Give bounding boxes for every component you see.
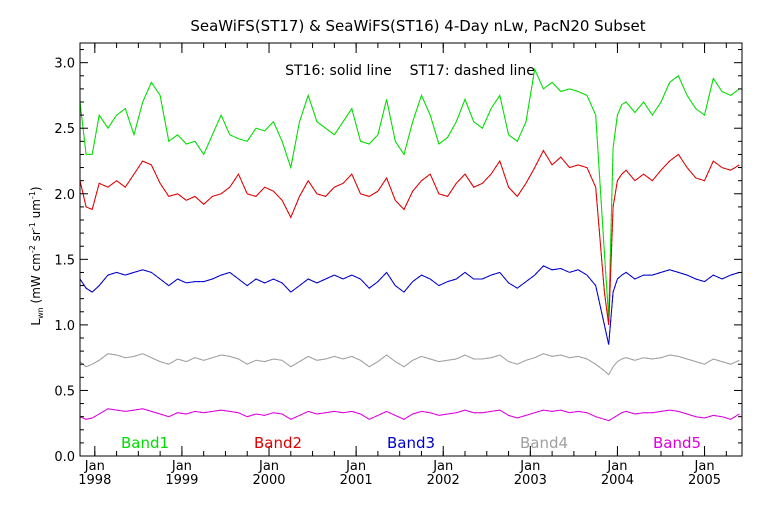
series-line-band1-solid [80, 67, 740, 319]
y-label-sup-1: -2 [28, 245, 37, 253]
y-label-mid-2: um [29, 199, 43, 222]
x-tick-month: Jan [171, 459, 192, 474]
y-label-open: (mW cm [29, 253, 43, 307]
legend-label-band1: Band1 [121, 434, 169, 452]
x-tick-month: Jan [694, 459, 715, 474]
plot-frame [79, 42, 743, 457]
x-tick-year: 1999 [165, 473, 198, 488]
series-line-band1-dashed [80, 67, 740, 319]
series-line-band4-solid [80, 353, 740, 376]
y-tick-label: 1.0 [54, 319, 75, 334]
y-label-base-sub: wn [36, 307, 45, 319]
y-label-base: L [29, 319, 43, 326]
series-line-band2-dashed [80, 149, 740, 325]
legend-label-band2: Band2 [254, 434, 302, 452]
x-tick-year: 2001 [340, 473, 373, 488]
y-label-mid-1: sr [29, 230, 43, 245]
legend-label-band3: Band3 [387, 434, 435, 452]
series-line-band3-solid [80, 265, 740, 345]
x-tick-month: Jan [84, 459, 105, 474]
series-line-band3-dashed [80, 265, 740, 345]
y-label-close: ) [29, 186, 43, 191]
x-tick-month: Jan [432, 459, 453, 474]
x-tick-year: 2004 [601, 473, 634, 488]
series-layer [80, 67, 740, 422]
x-tick-year: 2000 [252, 473, 285, 488]
series-line-band5-dashed [80, 408, 740, 422]
y-label-sup-3: -1 [28, 191, 37, 199]
y-tick-label: 0.5 [54, 384, 75, 399]
x-tick-year: 2002 [427, 473, 460, 488]
x-tick-year: 2005 [688, 473, 721, 488]
y-tick-label: 2.5 [54, 122, 75, 137]
line-style-note: ST16: solid line ST17: dashed line [285, 63, 535, 79]
legend-layer: Band1 Band2 Band3 Band4 Band5 [121, 434, 701, 452]
y-label-sup-2: -1 [28, 222, 37, 230]
x-tick-year: 2003 [514, 473, 547, 488]
y-axis-label: Lwn (mW cm-2 sr-1 um-1) [28, 186, 45, 325]
x-tick-month: Jan [519, 459, 540, 474]
series-line-band5-solid [80, 408, 740, 422]
legend-label-band5: Band5 [653, 434, 701, 452]
legend-label-band4: Band4 [520, 434, 568, 452]
axes-layer: 0.00.51.01.52.02.53.0Jan1998Jan1999Jan20… [54, 42, 743, 488]
x-tick-month: Jan [606, 459, 627, 474]
series-line-band4-dashed [80, 353, 740, 376]
y-tick-label: 3.0 [54, 57, 75, 72]
x-tick-month: Jan [345, 459, 366, 474]
y-tick-label: 2.0 [54, 188, 75, 203]
x-tick-year: 1998 [78, 473, 111, 488]
y-tick-label: 1.5 [54, 253, 75, 268]
y-tick-label: 0.0 [54, 450, 75, 465]
chart-title: SeaWiFS(ST17) & SeaWiFS(ST16) 4-Day nLw,… [190, 17, 645, 35]
x-tick-month: Jan [258, 459, 279, 474]
